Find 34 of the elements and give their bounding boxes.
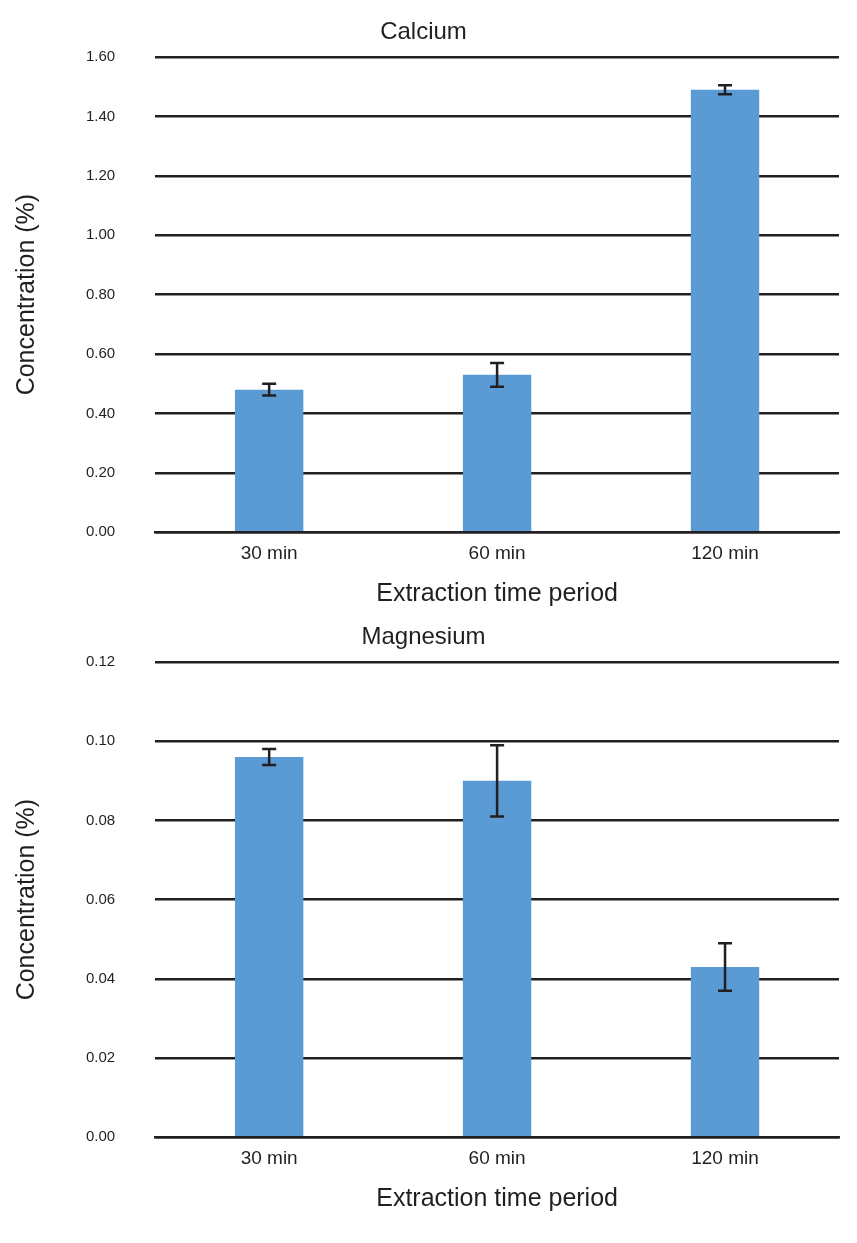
x-tick-label: 60 min xyxy=(468,1146,526,1168)
y-tick-label: 0.00 xyxy=(85,1127,116,1145)
chart-title: Magnesium xyxy=(361,622,486,650)
y-tick-label: 0.20 xyxy=(85,462,116,480)
y-axis-title: Concentration (%) xyxy=(10,193,39,396)
y-tick-label: 1.20 xyxy=(85,165,116,183)
y-tick-label: 0.40 xyxy=(85,403,116,421)
bar xyxy=(690,966,760,1136)
y-tick-label: 1.40 xyxy=(85,106,116,124)
x-tick-label: 120 min xyxy=(691,541,759,563)
x-tick-label: 60 min xyxy=(468,541,526,563)
bar xyxy=(462,374,532,531)
y-tick-label: 0.00 xyxy=(85,522,116,540)
y-tick-label: 0.02 xyxy=(85,1048,116,1066)
x-tick-label: 30 min xyxy=(240,541,298,563)
x-axis-title: Extraction time period xyxy=(376,577,618,606)
bar xyxy=(690,89,760,531)
y-tick-label: 0.06 xyxy=(85,889,116,907)
chart-title: Calcium xyxy=(380,17,467,45)
x-tick-label: 120 min xyxy=(691,1146,759,1168)
y-tick-label: 0.60 xyxy=(85,344,116,362)
x-axis-title: Extraction time period xyxy=(376,1182,618,1211)
bar xyxy=(234,757,304,1136)
x-tick-label: 30 min xyxy=(240,1146,298,1168)
bar xyxy=(462,780,532,1136)
y-tick-label: 1.00 xyxy=(85,225,116,243)
y-tick-label: 0.10 xyxy=(85,731,116,749)
y-tick-label: 0.80 xyxy=(85,284,116,302)
y-tick-label: 1.60 xyxy=(85,47,116,65)
bar xyxy=(234,389,304,531)
y-tick-label: 0.08 xyxy=(85,810,116,828)
y-tick-label: 0.04 xyxy=(85,968,116,986)
y-tick-label: 0.12 xyxy=(85,652,116,670)
y-axis-title: Concentration (%) xyxy=(10,798,39,1001)
